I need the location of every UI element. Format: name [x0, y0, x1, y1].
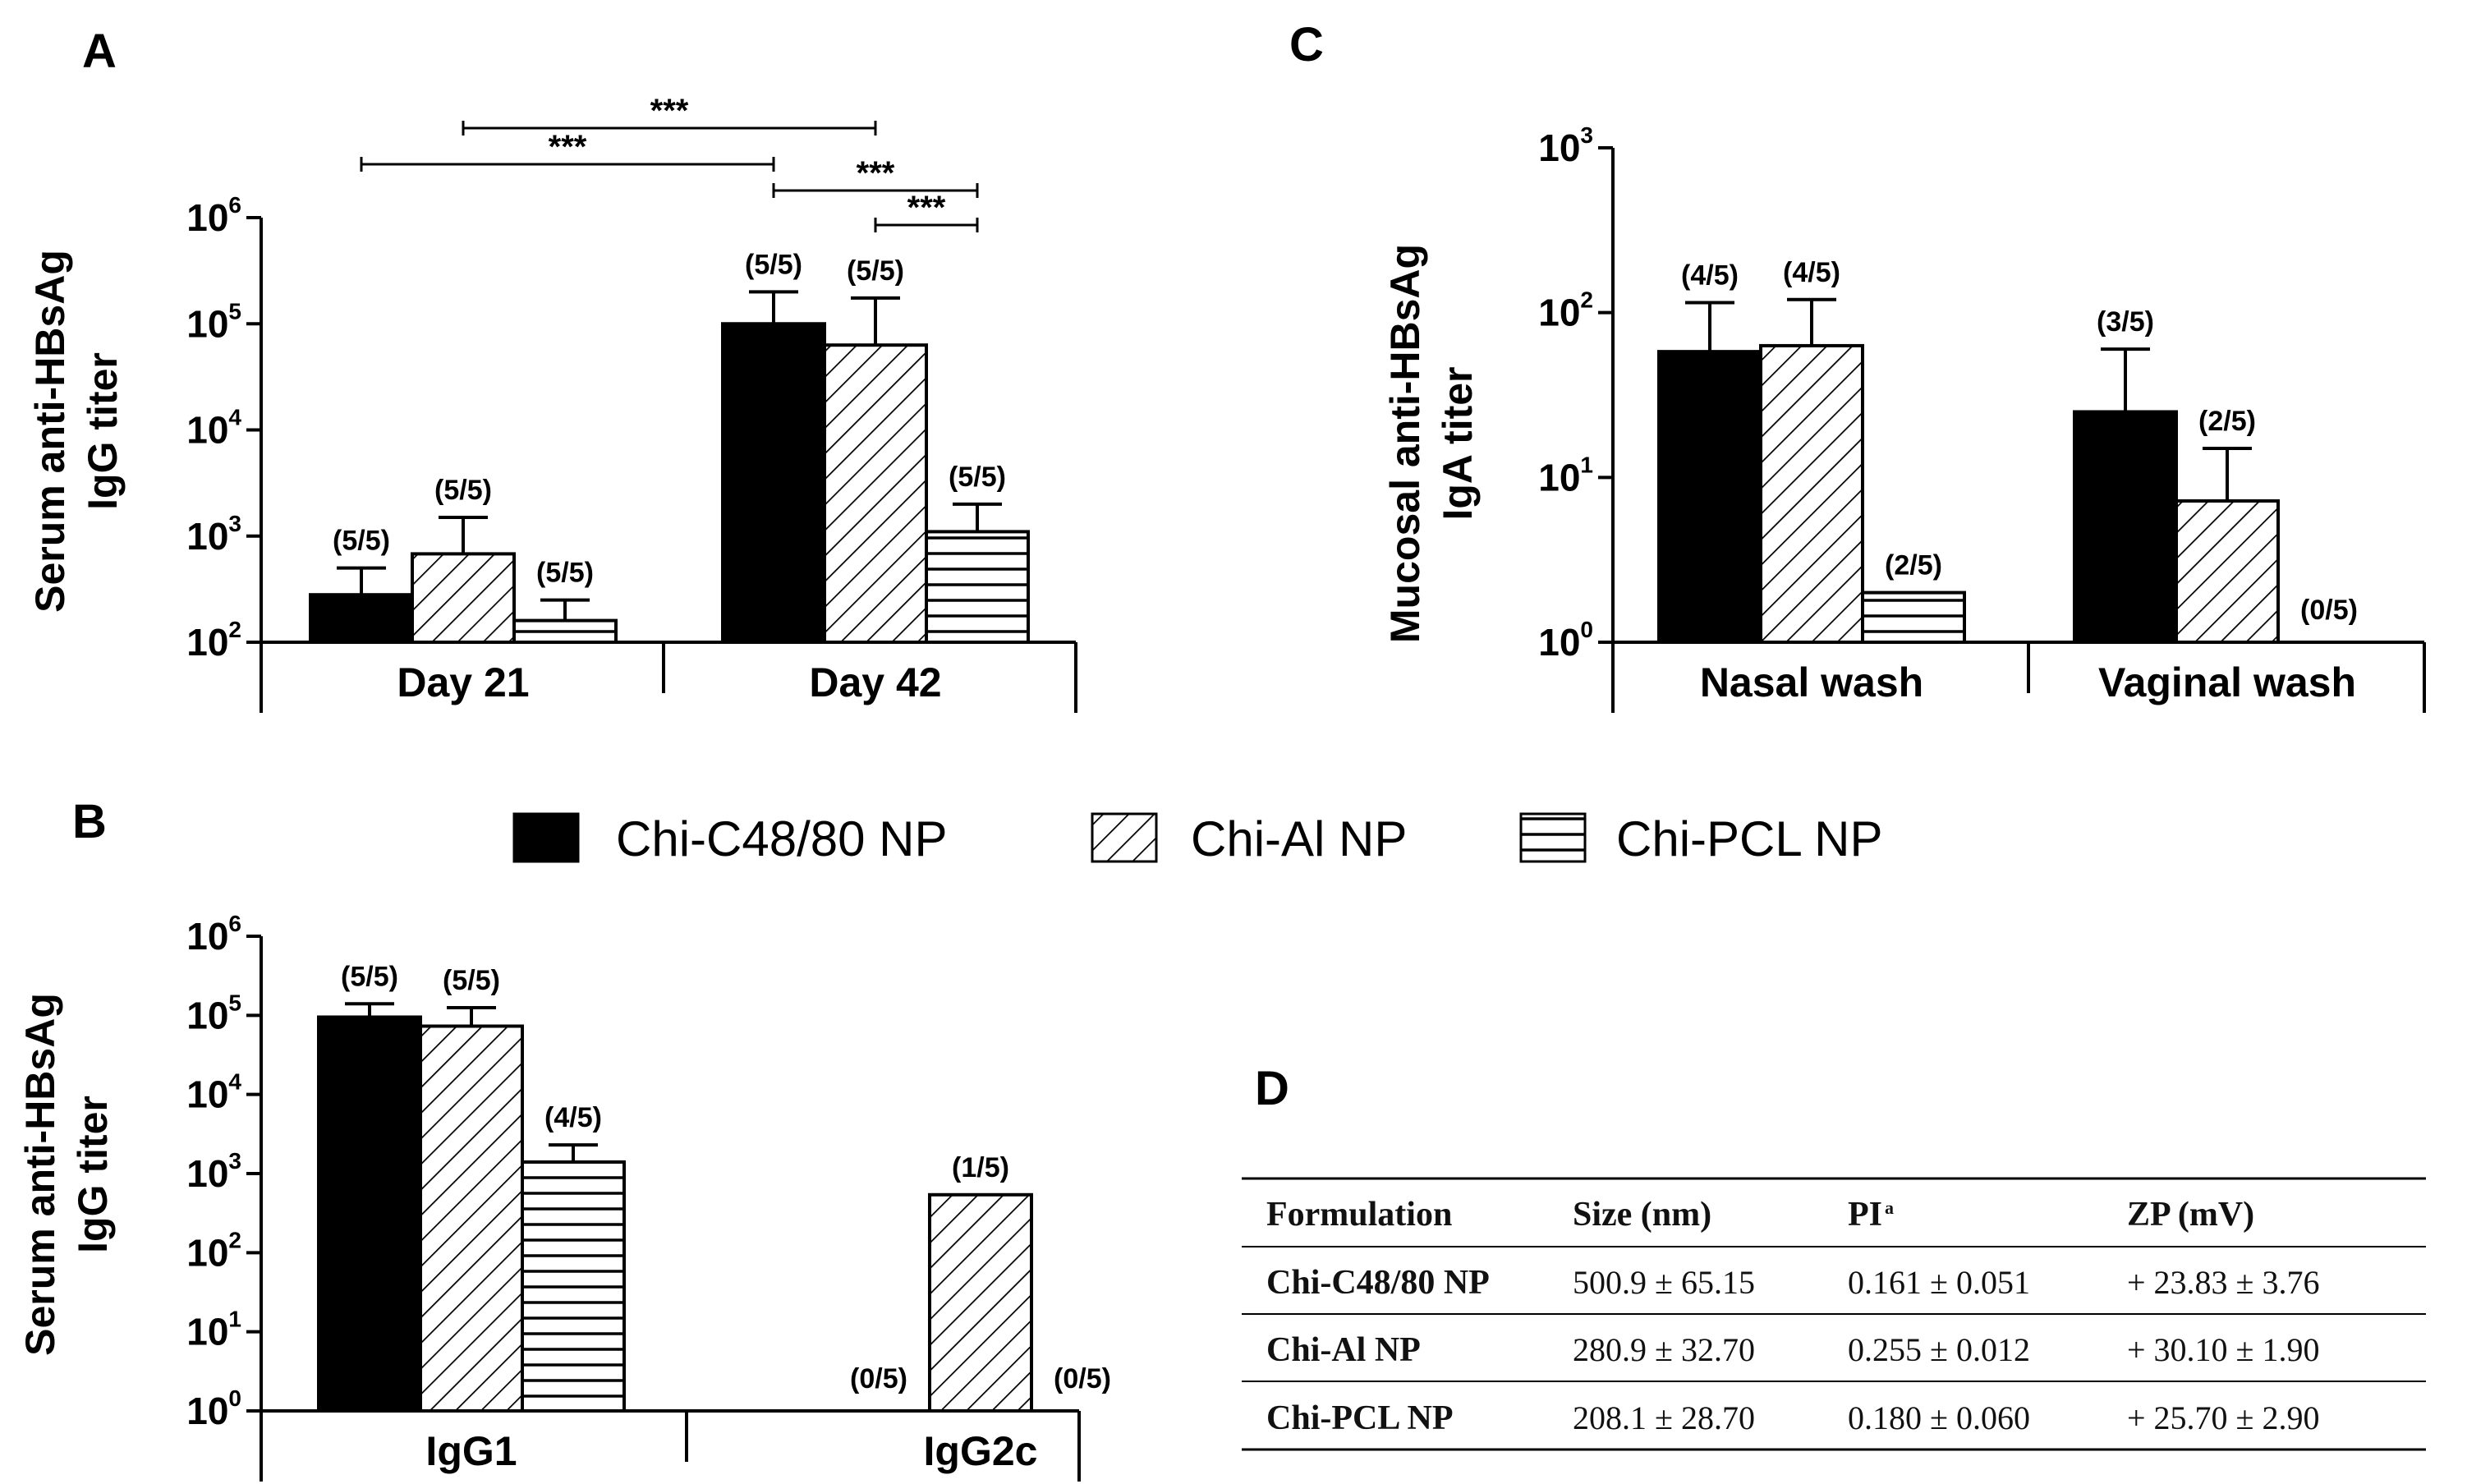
- y-axis-label-line: IgG titer: [70, 1096, 116, 1253]
- table-cell-formulation: Chi-PCL NP: [1266, 1399, 1454, 1437]
- bar-horizontal: [512, 618, 618, 644]
- y-tick-label: 104: [186, 1069, 241, 1116]
- y-tick-label: 103: [186, 511, 241, 558]
- chart-panel-b: Serum anti-HBsAg IgG titer 100 101 102 103 104…: [17, 911, 1111, 1482]
- bar-diagonal: [419, 1024, 524, 1413]
- y-tick-label: 104: [186, 405, 241, 452]
- legend-swatch-chi-al: [1091, 812, 1158, 863]
- table-header-pi-superscript: a: [1885, 1197, 1894, 1218]
- y-tick-label: 103: [1538, 122, 1593, 169]
- chart-panel-c: Mucosal anti-HBsAg IgA titer 100 101 102 103 N…: [1382, 122, 2426, 713]
- significance-stars: ***: [907, 190, 946, 226]
- x-category-label: IgG1: [425, 1428, 517, 1474]
- bar-horizontal: [521, 1160, 626, 1413]
- y-tick-label: 103: [186, 1148, 241, 1195]
- x-category-label: Day 42: [809, 659, 941, 705]
- bar-horizontal: [1861, 590, 1966, 645]
- y-tick-label: 100: [186, 1385, 241, 1432]
- y-tick-label: 102: [186, 617, 241, 664]
- bar-solid: [317, 1015, 422, 1413]
- table-header-zp: ZP (mV): [2127, 1196, 2254, 1234]
- significance-stars: ***: [857, 155, 895, 191]
- x-category-label: IgG2c: [924, 1428, 1038, 1474]
- table-cell-pi: 0.180 ± 0.060: [1848, 1399, 2030, 1436]
- responder-count-label: (5/5): [434, 475, 492, 506]
- responder-count-label: (5/5): [745, 249, 802, 280]
- legend-swatch-chi-pcl: [1519, 812, 1587, 863]
- responder-count-label: (5/5): [333, 526, 390, 557]
- responder-count-label: (4/5): [1783, 257, 1840, 288]
- responder-count-label: (2/5): [2198, 406, 2256, 437]
- responder-count-label: (2/5): [1885, 550, 1942, 581]
- significance-stars: ***: [650, 93, 689, 129]
- table-cell-zp: + 25.70 ± 2.90: [2127, 1399, 2320, 1436]
- chart-panel-a: Serum anti-HBsAg IgG titer 102 103 104 105 106…: [27, 93, 1077, 713]
- y-axis-label-line: Serum anti-HBsAg: [17, 993, 63, 1356]
- legend-swatch-chi-c48-80: [512, 812, 580, 863]
- panel-letter-c: C: [1289, 18, 1324, 71]
- x-category-label: Nasal wash: [1700, 659, 1923, 705]
- responder-count-label: (5/5): [847, 255, 904, 287]
- y-axis-label-line: IgA titer: [1435, 366, 1481, 520]
- responder-count-label: (0/5): [850, 1363, 907, 1394]
- x-category-label: Vaginal wash: [2098, 659, 2356, 705]
- responder-count-label: (0/5): [1054, 1363, 1111, 1394]
- bar-diagonal: [411, 552, 516, 644]
- responder-count-label: (4/5): [544, 1102, 602, 1133]
- bar-solid: [1657, 350, 1762, 644]
- table-header-pi: PI a: [1848, 1196, 1894, 1234]
- table-cell-pi: 0.161 ± 0.051: [1848, 1264, 2030, 1301]
- chart-legend: Chi-C48/80 NP Chi-Al NP Chi-PCL NP: [512, 811, 1883, 866]
- y-tick-label: 106: [186, 911, 241, 958]
- bar-diagonal: [823, 343, 928, 644]
- legend-label-chi-pcl: Chi-PCL NP: [1616, 811, 1883, 866]
- y-axis-label-line: Serum anti-HBsAg: [27, 250, 73, 613]
- legend-label-chi-al: Chi-Al NP: [1191, 811, 1407, 866]
- y-tick-label: 101: [1538, 452, 1593, 498]
- panel-letter-d: D: [1255, 1062, 1289, 1115]
- table-cell-pi: 0.255 ± 0.012: [1848, 1331, 2030, 1368]
- responder-count-label: (4/5): [1681, 260, 1739, 291]
- x-category-label: Day 21: [397, 659, 529, 705]
- y-axis-label-line: IgG titer: [80, 352, 126, 510]
- panel-letter-a: A: [82, 25, 117, 78]
- responder-count-label: (5/5): [949, 462, 1006, 493]
- bar-diagonal: [2175, 498, 2280, 645]
- responder-count-label: (0/5): [2300, 595, 2358, 626]
- responder-count-label: (3/5): [2097, 306, 2154, 338]
- y-tick-label: 106: [186, 192, 241, 239]
- bar-diagonal: [1759, 343, 1864, 644]
- table-cell-size: 208.1 ± 28.70: [1573, 1399, 1755, 1436]
- responder-count-label: (5/5): [443, 965, 500, 996]
- table-cell-zp: + 23.83 ± 3.76: [2127, 1264, 2320, 1301]
- table-header-size: Size (nm): [1573, 1196, 1711, 1234]
- significance-stars: ***: [549, 129, 587, 165]
- legend-label-chi-c48-80: Chi-C48/80 NP: [616, 811, 948, 866]
- table-cell-zp: + 30.10 ± 1.90: [2127, 1331, 2320, 1368]
- table-cell-formulation: Chi-C48/80 NP: [1266, 1264, 1490, 1302]
- bar-diagonal: [928, 1192, 1033, 1413]
- responder-count-label: (1/5): [952, 1152, 1009, 1183]
- y-tick-label: 105: [186, 990, 241, 1036]
- formulation-table: Formulation Size (nm) PI a ZP (mV) Chi-C4…: [1242, 1177, 2426, 1451]
- y-tick-label: 105: [186, 298, 241, 345]
- table-cell-formulation: Chi-Al NP: [1266, 1331, 1421, 1369]
- bar-horizontal: [925, 530, 1030, 645]
- y-axis-label-line: Mucosal anti-HBsAg: [1382, 244, 1428, 643]
- y-tick-label: 100: [1538, 617, 1593, 664]
- y-tick-label: 102: [186, 1227, 241, 1274]
- y-tick-label: 102: [1538, 287, 1593, 334]
- bar-solid: [2073, 410, 2178, 644]
- table-header-formulation: Formulation: [1266, 1196, 1452, 1234]
- bar-solid: [309, 593, 414, 645]
- panel-letter-b: B: [72, 795, 107, 848]
- table-cell-size: 280.9 ± 32.70: [1573, 1331, 1755, 1368]
- table-cell-size: 500.9 ± 65.15: [1573, 1264, 1755, 1301]
- y-tick-label: 101: [186, 1307, 241, 1353]
- bar-solid: [721, 322, 826, 644]
- responder-count-label: (5/5): [341, 961, 398, 992]
- responder-count-label: (5/5): [536, 558, 594, 589]
